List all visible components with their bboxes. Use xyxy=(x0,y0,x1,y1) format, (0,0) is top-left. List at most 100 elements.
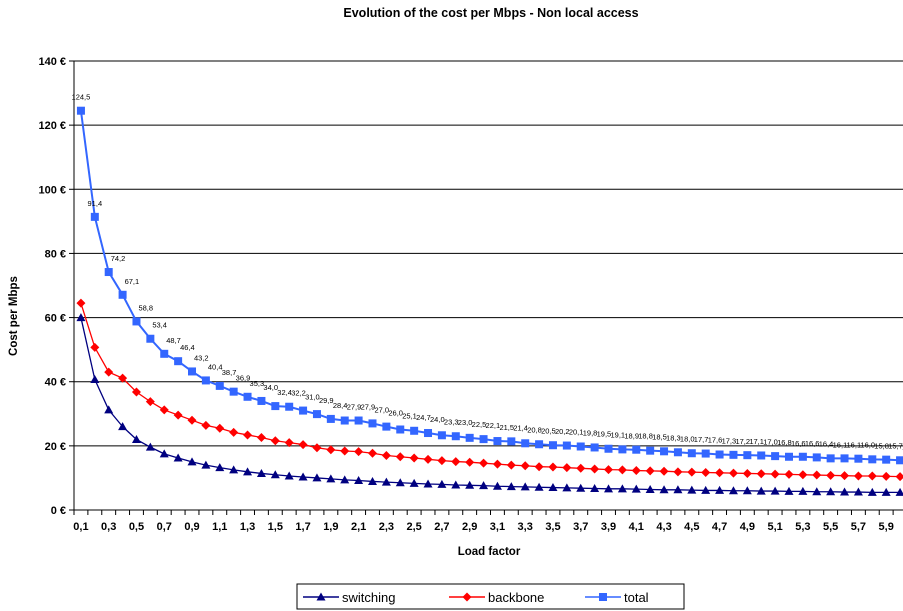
data-point-switching xyxy=(895,487,903,496)
data-point-total xyxy=(285,402,294,411)
data-point-total xyxy=(257,396,266,405)
data-point-switching xyxy=(187,457,197,466)
data-label-total: 32,4 xyxy=(277,388,292,397)
data-label-total: 26,0 xyxy=(388,409,403,418)
data-point-switching xyxy=(492,481,502,490)
data-point-total xyxy=(812,453,821,462)
x-tick-label: 0,9 xyxy=(184,521,199,533)
x-tick-label: 0,1 xyxy=(73,521,88,533)
legend-marker-total xyxy=(599,593,607,601)
data-point-total xyxy=(673,448,682,457)
data-label-total: 16,6 xyxy=(805,439,820,448)
data-label-total: 21,5 xyxy=(499,423,514,432)
data-point-total xyxy=(604,444,613,453)
data-point-total xyxy=(299,406,308,415)
data-point-backbone xyxy=(159,405,169,415)
series-markers xyxy=(76,106,903,496)
data-point-switching xyxy=(215,463,225,472)
data-point-total xyxy=(424,429,433,438)
data-label-total: 22,5 xyxy=(472,420,487,429)
data-point-total xyxy=(104,268,113,277)
data-point-switching xyxy=(159,449,169,458)
data-point-backbone xyxy=(826,470,836,480)
x-tick-label: 2,1 xyxy=(351,521,366,533)
data-point-total xyxy=(743,451,752,460)
data-point-backbone xyxy=(187,415,197,425)
data-label-total: 24,7 xyxy=(416,413,431,422)
data-label-total: 53,4 xyxy=(152,321,167,330)
data-point-switching xyxy=(201,460,211,469)
data-point-switching xyxy=(173,453,183,462)
data-point-backbone xyxy=(284,438,294,448)
series-lines xyxy=(79,110,901,494)
data-point-backbone xyxy=(701,467,711,477)
data-label-total: 32,2 xyxy=(291,389,306,398)
data-label-total: 24,0 xyxy=(430,415,445,424)
data-label-total: 18,9 xyxy=(624,431,639,440)
data-point-switching xyxy=(673,485,683,494)
data-point-backbone xyxy=(395,452,405,462)
data-point-switching xyxy=(701,485,711,494)
data-point-backbone xyxy=(354,447,364,457)
data-point-switching xyxy=(340,475,350,484)
data-point-switching xyxy=(145,442,155,451)
data-label-total: 20,1 xyxy=(569,428,584,437)
legend-marker-backbone xyxy=(462,592,472,602)
y-tick-label: 40 € xyxy=(45,377,66,389)
data-point-switching xyxy=(826,487,836,496)
data-point-switching xyxy=(562,483,572,492)
x-tick-label: 4,3 xyxy=(656,521,671,533)
data-point-switching xyxy=(118,422,128,431)
data-point-backbone xyxy=(853,471,863,481)
data-point-backbone xyxy=(145,397,155,407)
series-line-total xyxy=(79,110,901,462)
data-point-backbone xyxy=(562,463,572,473)
data-point-total xyxy=(784,452,793,461)
x-tick-label: 3,9 xyxy=(601,521,616,533)
legend-marker-switching xyxy=(316,592,326,601)
data-label-total: 17,2 xyxy=(735,437,750,446)
data-label-total: 16,6 xyxy=(791,439,806,448)
data-label-total: 124,5 xyxy=(72,93,91,102)
data-point-switching xyxy=(326,474,336,483)
data-label-total: 17,3 xyxy=(722,437,737,446)
data-point-switching xyxy=(270,470,280,479)
x-tick-label: 4,1 xyxy=(629,521,644,533)
data-point-total xyxy=(479,435,488,444)
data-point-backbone xyxy=(617,465,627,475)
data-labels: 124,5 91,4 74,2 67,1 58,8 53,4 48,746,443,240,… xyxy=(72,93,903,452)
data-point-backbone xyxy=(645,466,655,476)
data-point-switching xyxy=(798,486,808,495)
data-point-backbone xyxy=(742,468,752,478)
data-point-switching xyxy=(590,484,600,493)
data-point-total xyxy=(632,445,641,454)
data-point-backbone xyxy=(256,433,266,443)
data-point-total xyxy=(757,451,766,460)
data-point-backbone xyxy=(881,471,891,481)
data-point-total xyxy=(340,416,349,425)
x-tick-label: 5,9 xyxy=(879,521,894,533)
data-point-total xyxy=(229,387,238,396)
data-point-total xyxy=(312,410,321,419)
data-point-backbone xyxy=(798,470,808,480)
data-point-backbone xyxy=(812,470,822,480)
data-point-backbone xyxy=(437,456,447,466)
data-point-total xyxy=(701,449,710,458)
data-point-switching xyxy=(381,477,391,486)
data-point-backbone xyxy=(201,420,211,430)
x-tick-label: 5,5 xyxy=(823,521,838,533)
y-axis-title: Cost per Mbps xyxy=(8,276,20,356)
data-label-total: 46,4 xyxy=(180,343,195,352)
data-point-total xyxy=(590,443,599,452)
data-point-switching xyxy=(423,479,433,488)
data-point-total xyxy=(271,402,280,411)
data-label-total: 38,7 xyxy=(222,368,237,377)
data-label-total: 27,9 xyxy=(361,403,376,412)
data-label-total: 74,2 xyxy=(111,254,126,263)
data-point-total xyxy=(382,422,391,431)
data-point-backbone xyxy=(784,469,794,479)
y-tick-label: 100 € xyxy=(38,184,66,196)
data-point-switching xyxy=(687,485,697,494)
data-point-backbone xyxy=(673,467,683,477)
